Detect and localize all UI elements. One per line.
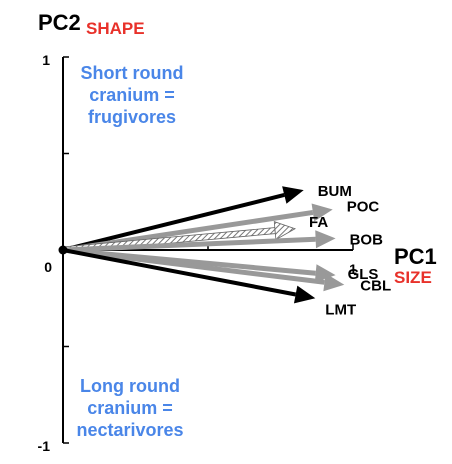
x-axis-sublabel: SIZE <box>394 268 432 287</box>
vector-head-cbl <box>323 273 345 292</box>
vector-head-lmt <box>293 285 316 304</box>
vector-head-bum <box>282 186 304 204</box>
y-axis-sublabel: SHAPE <box>86 19 145 38</box>
vector-head-fa <box>273 221 296 241</box>
vector-shaft-cbl <box>62 247 325 285</box>
annotation-top-line: frugivores <box>88 107 176 127</box>
y-axis-title: PC2 <box>38 10 81 35</box>
vector-head-poc <box>311 203 333 222</box>
x-tick-label-origin: 0 <box>44 259 52 275</box>
vector-head-bob <box>315 230 336 249</box>
vector-shaft-bum <box>62 193 285 252</box>
vector-shaft-lmt <box>62 248 297 297</box>
x-axis-title: PC1 <box>394 244 437 269</box>
origin-dot <box>58 245 68 255</box>
y-tick-label-bottom: -1 <box>38 438 51 454</box>
vectors-layer <box>58 186 345 304</box>
annotation-bottom-line: cranium = <box>87 398 173 418</box>
vector-head-gls <box>314 264 336 283</box>
vector-label-cbl: CBL <box>360 278 391 295</box>
annotation-top-line: cranium = <box>89 85 175 105</box>
vector-label-lmt: LMT <box>325 301 356 318</box>
vector-label-bum: BUM <box>318 183 352 200</box>
annotation-bottom-line: Long round <box>80 376 180 396</box>
vector-label-bob: BOB <box>350 231 384 248</box>
vector-label-fa: FA <box>309 214 328 231</box>
vector-shaft-bob <box>62 236 316 253</box>
annotation-top-line: Short round <box>81 63 184 83</box>
annotation-bottom-line: nectarivores <box>76 420 183 440</box>
x-tick-label-one: 1 <box>349 261 357 277</box>
vector-label-poc: POC <box>347 198 380 215</box>
vector-label-gls: GLS <box>348 266 379 283</box>
y-tick-label-top: 1 <box>42 52 50 68</box>
